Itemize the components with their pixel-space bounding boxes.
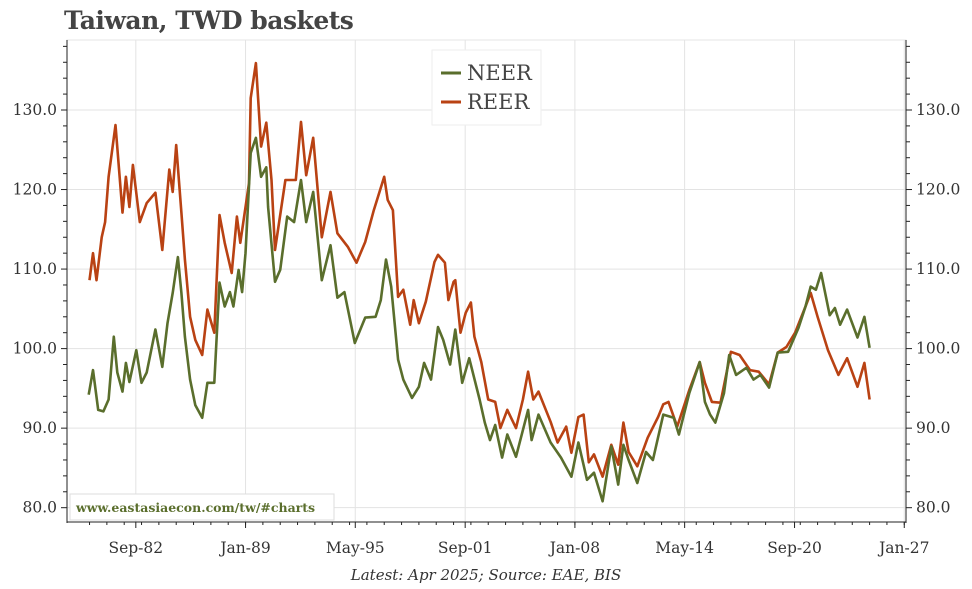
x-tick-label: Jan-08	[548, 539, 600, 557]
series-line-neer	[87, 136, 871, 503]
y-tick-label-left: 120.0	[13, 181, 57, 199]
y-tick-label-left: 100.0	[13, 340, 57, 358]
y-tick-label-left: 80.0	[22, 499, 57, 517]
y-tick-label-right: 100.0	[916, 340, 960, 358]
x-tick-label: May-95	[326, 539, 385, 557]
chart-footer-source: Latest: Apr 2025; Source: EAE, BIS	[350, 566, 622, 584]
y-tick-label-right: 130.0	[916, 101, 960, 119]
y-tick-label-right: 110.0	[916, 260, 960, 278]
legend-box	[431, 49, 542, 126]
x-tick-label: May-14	[655, 539, 714, 557]
legend: NEER REER	[431, 49, 542, 126]
x-tick-label: Sep-82	[108, 539, 163, 557]
x-tick-label: Sep-20	[767, 539, 822, 557]
y-tick-label-left: 130.0	[13, 101, 57, 119]
x-tick-label: Jan-27	[877, 539, 929, 557]
x-tick-label: Sep-01	[438, 539, 493, 557]
y-tick-label-left: 90.0	[22, 419, 57, 437]
chart-title: Taiwan, TWD baskets	[64, 6, 354, 35]
legend-label-neer: NEER	[467, 61, 533, 85]
legend-label-reer: REER	[467, 90, 530, 114]
x-tick-label: Jan-89	[218, 539, 270, 557]
y-tick-label-left: 110.0	[13, 260, 57, 278]
watermark-box	[69, 493, 335, 521]
series-line-reer	[88, 61, 871, 478]
y-tick-label-right: 90.0	[916, 419, 951, 437]
watermark-link: www.eastasiaecon.com/tw/#charts	[75, 500, 315, 515]
y-tick-label-right: 80.0	[916, 499, 951, 517]
y-tick-label-right: 120.0	[916, 181, 960, 199]
